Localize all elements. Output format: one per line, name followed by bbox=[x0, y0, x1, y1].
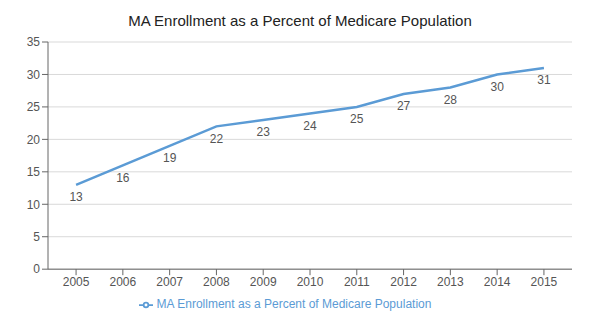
svg-text:25: 25 bbox=[27, 100, 41, 114]
svg-text:31: 31 bbox=[537, 73, 551, 87]
svg-text:28: 28 bbox=[444, 93, 458, 107]
svg-text:15: 15 bbox=[27, 165, 41, 179]
svg-text:2006: 2006 bbox=[110, 275, 137, 289]
svg-text:2009: 2009 bbox=[250, 275, 277, 289]
svg-text:0: 0 bbox=[33, 262, 40, 276]
html-text:MA Enrollment as a Percent of: MA Enrollment as a Percent of Medicare P… bbox=[156, 297, 432, 312]
svg-text:2012: 2012 bbox=[390, 275, 417, 289]
svg-text:27: 27 bbox=[397, 99, 411, 113]
svg-text:25: 25 bbox=[350, 112, 364, 126]
svg-text:2015: 2015 bbox=[531, 275, 558, 289]
svg-text:2010: 2010 bbox=[297, 275, 324, 289]
svg-text:13: 13 bbox=[69, 190, 83, 204]
svg-text:5: 5 bbox=[33, 230, 40, 244]
svg-text:16: 16 bbox=[116, 171, 130, 185]
svg-text:2007: 2007 bbox=[156, 275, 183, 289]
html-text:MA Enrollment as a Percent of: MA Enrollment as a Percent of Medicare P… bbox=[128, 12, 472, 29]
svg-text:2013: 2013 bbox=[437, 275, 464, 289]
svg-text:2014: 2014 bbox=[484, 275, 511, 289]
svg-text:24: 24 bbox=[303, 119, 317, 133]
svg-text:2011: 2011 bbox=[344, 275, 370, 289]
svg-text:30: 30 bbox=[490, 80, 504, 94]
svg-text:19: 19 bbox=[163, 151, 177, 165]
svg-text:2008: 2008 bbox=[203, 275, 230, 289]
svg-text:35: 35 bbox=[27, 35, 41, 49]
svg-text:23: 23 bbox=[257, 125, 271, 139]
svg-text:30: 30 bbox=[27, 68, 41, 82]
svg-text:2005: 2005 bbox=[63, 275, 90, 289]
svg-text:20: 20 bbox=[27, 133, 41, 147]
svg-text:10: 10 bbox=[27, 198, 41, 212]
svg-text:22: 22 bbox=[210, 132, 224, 146]
